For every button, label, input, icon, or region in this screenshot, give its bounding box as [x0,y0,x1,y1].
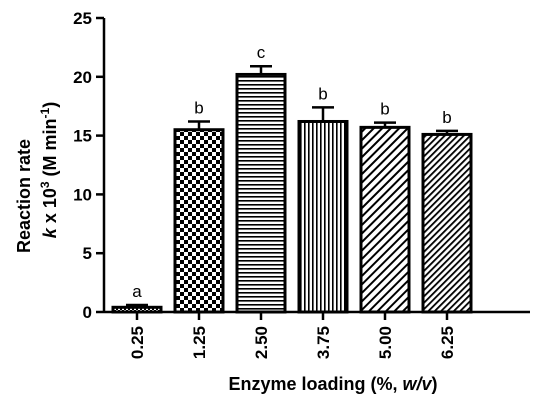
y-axis-title-after: (M min [40,118,60,181]
bar [421,132,473,314]
y-tick-label: 15 [73,127,92,146]
x-axis-title-italic: w/v [403,374,433,394]
y-tick-label: 20 [73,68,92,87]
y-tick-label: 0 [83,303,92,322]
significance-letter: b [318,84,327,103]
y-tick-label: 25 [73,9,92,28]
y-axis-title-line1: Reaction rate [14,139,34,253]
significance-letter: a [132,282,142,301]
y-axis-title-mid: x 10 [40,188,60,228]
x-tick-label: 2.50 [252,326,271,359]
significance-letter: b [194,98,203,117]
x-tick-label: 0.25 [128,326,147,359]
x-tick-label: 1.25 [190,326,209,359]
bars [111,64,473,314]
x-tick-label: 3.75 [314,326,333,359]
x-axis-title-suffix: ) [432,374,438,394]
y-tick-label: 5 [83,244,92,263]
x-axis-title-prefix: Enzyme loading (%, [228,374,402,394]
significance-letter: b [380,100,389,119]
bar [359,125,411,314]
x-axis-title: Enzyme loading (%, w/v) [228,374,437,394]
y-axis-title-end: ) [40,102,60,108]
y-axis-title-k: k [40,227,60,238]
bar [235,72,287,314]
significance-letter: c [257,43,266,62]
bar [173,128,225,314]
y-axis-title-line2: k x 103 (M min-1) [38,102,60,238]
y-axis-title-sup2: -1 [38,107,52,118]
bar [297,119,349,314]
bar [111,305,163,314]
x-tick-label: 5.00 [376,326,395,359]
x-tick-label: 6.25 [438,326,457,359]
y-axis-title-sup: 3 [38,181,52,188]
labels: a 0.25 b 1.25 c 2.50 b 3.75 b 5.00 b 6.25 [128,43,457,359]
significance-letter: b [442,108,451,127]
y-tick-label: 10 [73,185,92,204]
